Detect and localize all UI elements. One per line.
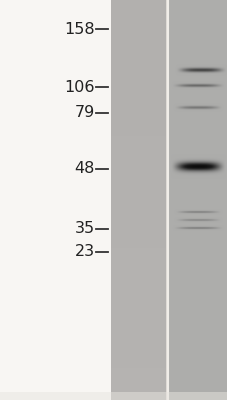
Bar [110, 192, 166, 200]
Bar [110, 136, 166, 144]
Bar [110, 40, 166, 48]
Bar [110, 72, 166, 80]
Bar [110, 232, 166, 240]
Bar [110, 328, 166, 336]
Bar [110, 96, 166, 104]
Bar [110, 64, 166, 72]
Bar [110, 256, 166, 264]
Text: 35: 35 [74, 221, 94, 236]
Bar [110, 288, 166, 296]
Bar [110, 168, 166, 176]
Bar [110, 240, 166, 248]
Bar [110, 112, 166, 120]
Bar [110, 24, 166, 32]
Bar [110, 176, 166, 184]
Bar [0, 392, 227, 400]
Text: 158: 158 [64, 22, 94, 37]
Bar [110, 16, 166, 24]
Bar [110, 360, 166, 368]
Bar [110, 304, 166, 312]
Bar [110, 272, 166, 280]
Bar [110, 320, 166, 328]
Bar [166, 0, 168, 400]
Bar [110, 392, 166, 400]
Bar [110, 200, 166, 208]
Text: 79: 79 [74, 105, 94, 120]
Bar [110, 160, 166, 168]
Text: 23: 23 [74, 244, 94, 260]
Bar [110, 280, 166, 288]
Bar [110, 264, 166, 272]
Bar [110, 184, 166, 192]
Bar [110, 0, 166, 400]
Bar [110, 48, 166, 56]
Bar [110, 152, 166, 160]
Bar [110, 104, 166, 112]
Bar [110, 32, 166, 40]
Bar [110, 56, 166, 64]
Bar [0, 0, 110, 400]
Bar [110, 344, 166, 352]
Bar [110, 128, 166, 136]
Bar [110, 8, 166, 16]
Bar [110, 384, 166, 392]
Bar [110, 352, 166, 360]
Bar [110, 224, 166, 232]
Bar [110, 80, 166, 88]
Bar [110, 248, 166, 256]
Bar [110, 144, 166, 152]
Bar [110, 368, 166, 376]
Text: 106: 106 [64, 80, 94, 95]
Bar [168, 0, 227, 400]
Text: 48: 48 [74, 161, 94, 176]
Bar [110, 336, 166, 344]
Bar [110, 120, 166, 128]
Bar [110, 312, 166, 320]
Bar [110, 376, 166, 384]
Bar [110, 88, 166, 96]
Bar [110, 216, 166, 224]
Bar [110, 208, 166, 216]
Bar [110, 296, 166, 304]
Bar [110, 0, 166, 8]
